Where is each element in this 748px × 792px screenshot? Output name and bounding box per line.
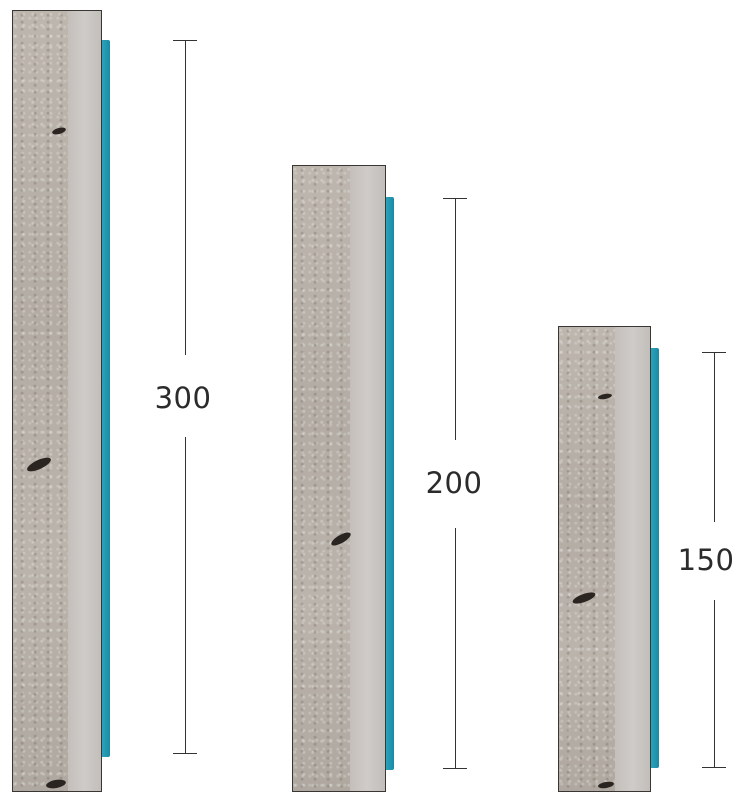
post-150-accent-strip	[651, 348, 659, 768]
dim-200-bottom-tick	[443, 768, 467, 769]
post-150	[558, 326, 651, 792]
dim-300-lower-line	[185, 437, 186, 754]
dim-300-upper-line	[185, 40, 186, 355]
post-150-concrete	[558, 326, 616, 792]
dim-200-upper-line	[455, 198, 456, 440]
post-300-face	[68, 10, 102, 792]
post-200-accent-strip	[386, 197, 394, 770]
post-300-accent-strip	[102, 40, 110, 757]
dim-200-lower-line	[455, 528, 456, 769]
dim-200-label: 200	[425, 466, 483, 500]
post-200-face	[350, 165, 386, 792]
post-200	[292, 165, 386, 792]
post-200-concrete	[292, 165, 351, 792]
dim-150-bottom-tick	[702, 767, 726, 768]
post-300-concrete	[12, 10, 69, 792]
post-300	[12, 10, 102, 792]
dim-300-bottom-tick	[173, 753, 197, 754]
dim-300-label: 300	[154, 381, 212, 415]
post-150-face	[615, 326, 651, 792]
dim-150-lower-line	[714, 600, 715, 768]
dim-150-label: 150	[677, 543, 735, 577]
dim-150-upper-line	[714, 352, 715, 522]
